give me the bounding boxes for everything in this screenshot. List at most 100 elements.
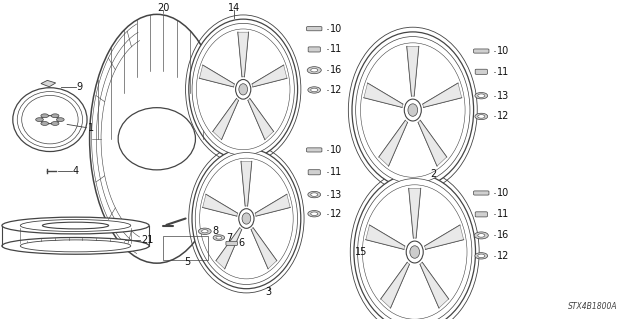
Polygon shape (418, 120, 447, 166)
FancyBboxPatch shape (226, 241, 237, 246)
Circle shape (216, 236, 222, 239)
Circle shape (477, 94, 485, 98)
Polygon shape (251, 228, 276, 269)
Polygon shape (379, 120, 408, 166)
FancyBboxPatch shape (307, 148, 322, 152)
Ellipse shape (200, 158, 293, 279)
Ellipse shape (354, 174, 476, 319)
Polygon shape (381, 262, 410, 308)
Ellipse shape (2, 217, 149, 234)
Ellipse shape (242, 213, 251, 224)
Polygon shape (248, 99, 273, 140)
Ellipse shape (118, 108, 195, 170)
Ellipse shape (42, 222, 109, 229)
Ellipse shape (404, 99, 421, 121)
Polygon shape (409, 189, 420, 238)
Circle shape (51, 122, 59, 125)
Text: STX4B1800A: STX4B1800A (568, 302, 618, 311)
Polygon shape (252, 65, 287, 87)
Ellipse shape (195, 152, 298, 285)
Polygon shape (366, 225, 404, 249)
FancyBboxPatch shape (476, 69, 488, 74)
Text: 10: 10 (330, 145, 342, 155)
Ellipse shape (408, 104, 418, 116)
Text: 5: 5 (184, 256, 190, 267)
Text: 20: 20 (157, 3, 170, 13)
Text: 3: 3 (266, 287, 272, 297)
Text: 7: 7 (227, 233, 233, 243)
Text: 12: 12 (497, 111, 509, 122)
Text: 12: 12 (497, 251, 509, 261)
Ellipse shape (362, 185, 467, 319)
Text: 16: 16 (330, 65, 342, 75)
Text: 14: 14 (227, 3, 240, 13)
Text: 12: 12 (330, 85, 342, 95)
Text: 16: 16 (497, 230, 509, 241)
Polygon shape (203, 194, 237, 216)
Ellipse shape (356, 37, 470, 183)
Ellipse shape (20, 219, 131, 232)
FancyBboxPatch shape (474, 49, 489, 53)
Polygon shape (241, 161, 252, 206)
Text: 6: 6 (238, 238, 244, 249)
Polygon shape (425, 225, 463, 249)
Circle shape (198, 228, 211, 234)
Circle shape (51, 114, 59, 118)
Circle shape (474, 232, 488, 239)
Text: 10: 10 (330, 24, 342, 34)
Polygon shape (364, 83, 403, 107)
Ellipse shape (239, 209, 254, 228)
Ellipse shape (358, 179, 472, 319)
Text: 11: 11 (330, 167, 342, 177)
Ellipse shape (192, 23, 294, 155)
Polygon shape (213, 99, 239, 140)
Text: 11: 11 (330, 44, 342, 55)
Circle shape (308, 211, 321, 217)
Circle shape (475, 93, 488, 99)
Circle shape (308, 87, 321, 93)
Ellipse shape (192, 148, 301, 289)
Polygon shape (216, 228, 242, 269)
Polygon shape (407, 47, 419, 96)
Ellipse shape (406, 241, 423, 263)
Ellipse shape (196, 29, 290, 150)
Circle shape (311, 193, 317, 196)
Text: 1: 1 (88, 122, 95, 133)
Ellipse shape (90, 14, 224, 263)
Circle shape (202, 230, 208, 233)
Text: 9: 9 (77, 82, 83, 92)
Text: 12: 12 (330, 209, 342, 219)
Text: 10: 10 (497, 188, 509, 198)
Text: 15: 15 (355, 247, 367, 257)
Ellipse shape (20, 240, 131, 252)
Circle shape (477, 254, 485, 258)
Text: 11: 11 (497, 67, 509, 77)
Circle shape (475, 113, 488, 120)
Ellipse shape (360, 43, 465, 177)
Text: 8: 8 (212, 226, 219, 236)
Polygon shape (420, 262, 449, 308)
Ellipse shape (239, 84, 248, 95)
Text: 13: 13 (497, 91, 509, 101)
Text: 2: 2 (430, 169, 436, 179)
Circle shape (475, 253, 488, 259)
Polygon shape (238, 32, 248, 77)
Polygon shape (255, 194, 290, 216)
Circle shape (311, 88, 317, 92)
Ellipse shape (352, 32, 474, 188)
FancyBboxPatch shape (474, 191, 489, 195)
Ellipse shape (189, 19, 298, 160)
Ellipse shape (41, 116, 60, 124)
Circle shape (41, 114, 49, 118)
Circle shape (477, 115, 485, 118)
Text: 4: 4 (73, 166, 79, 176)
Text: 21: 21 (141, 235, 153, 245)
Circle shape (56, 118, 64, 122)
Ellipse shape (13, 88, 87, 152)
Circle shape (311, 68, 317, 72)
FancyBboxPatch shape (308, 47, 320, 52)
Polygon shape (200, 65, 234, 87)
Polygon shape (41, 80, 56, 87)
Circle shape (477, 234, 485, 237)
Circle shape (308, 191, 321, 198)
